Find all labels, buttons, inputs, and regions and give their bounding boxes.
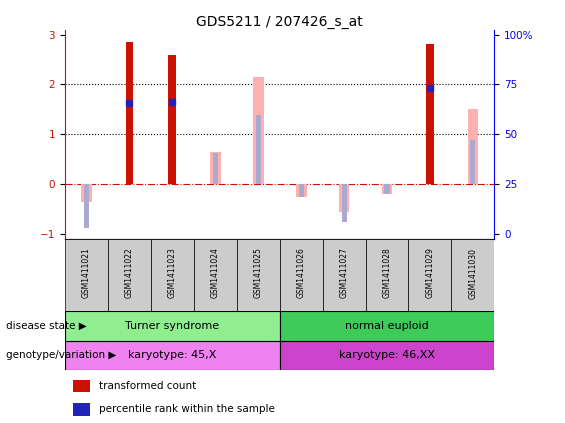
Bar (280, 239, 323, 311)
Text: disease state ▶: disease state ▶ (6, 321, 86, 331)
Text: GSM1411030: GSM1411030 (468, 247, 477, 299)
Bar (296, 184, 306, 197)
Bar (81, 184, 92, 202)
Text: GSM1411021: GSM1411021 (82, 247, 91, 298)
Text: normal euploid: normal euploid (345, 321, 429, 331)
Bar (210, 152, 220, 184)
Bar (280, 341, 494, 370)
Bar (451, 239, 494, 311)
Bar (426, 44, 434, 184)
Bar (341, 184, 347, 222)
Bar (298, 184, 304, 197)
Bar (382, 184, 392, 194)
Bar (467, 110, 478, 184)
Bar (384, 184, 390, 194)
Text: GSM1411027: GSM1411027 (340, 247, 349, 299)
Bar (366, 239, 408, 311)
Bar (255, 115, 261, 184)
Text: transformed count: transformed count (99, 381, 196, 391)
Bar (253, 77, 263, 184)
Text: percentile rank within the sample: percentile rank within the sample (99, 404, 275, 414)
Bar (151, 239, 194, 311)
Bar (108, 239, 151, 311)
Bar (212, 153, 218, 184)
Bar (168, 55, 176, 184)
Text: GSM1411023: GSM1411023 (168, 247, 177, 299)
Bar (338, 184, 349, 212)
Text: GSM1411022: GSM1411022 (125, 247, 134, 298)
Bar (84, 184, 89, 228)
Bar (470, 140, 476, 184)
Bar (65, 341, 280, 370)
Bar (280, 311, 494, 341)
Bar (65, 239, 108, 311)
Title: GDS5211 / 207426_s_at: GDS5211 / 207426_s_at (196, 14, 363, 29)
Bar (237, 239, 280, 311)
Text: karyotype: 46,XX: karyotype: 46,XX (339, 350, 435, 360)
Bar (125, 42, 133, 184)
Bar (194, 239, 237, 311)
Text: GSM1411026: GSM1411026 (297, 247, 306, 299)
Bar (323, 239, 366, 311)
Text: GSM1411025: GSM1411025 (254, 247, 263, 299)
Text: genotype/variation ▶: genotype/variation ▶ (6, 350, 116, 360)
Text: GSM1411029: GSM1411029 (425, 247, 434, 299)
Text: GSM1411024: GSM1411024 (211, 247, 220, 299)
Bar (408, 239, 451, 311)
Text: GSM1411028: GSM1411028 (383, 247, 392, 298)
Bar (65, 311, 280, 341)
Text: karyotype: 45,X: karyotype: 45,X (128, 350, 216, 360)
Text: Turner syndrome: Turner syndrome (125, 321, 219, 331)
